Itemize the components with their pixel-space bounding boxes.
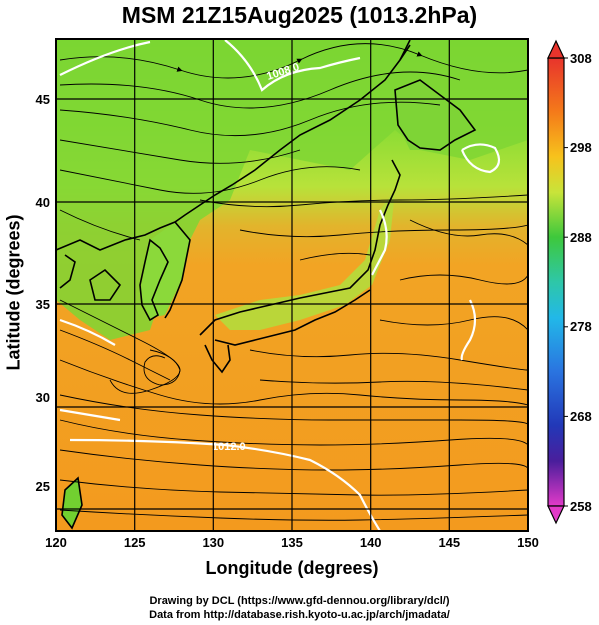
y-tick-labels: 25 30 35 40 45 — [36, 92, 50, 494]
colorbar: 308 298 288 278 268 258 — [547, 39, 592, 525]
x-tick-label: 135 — [281, 535, 303, 550]
y-tick-label: 35 — [36, 297, 50, 312]
land-hokkaido — [395, 80, 475, 150]
colorbar-label: 278 — [570, 319, 592, 334]
colorbar-label: 288 — [570, 230, 592, 245]
y-axis-label: Latitude (degrees) — [3, 214, 24, 371]
wind-streamlines — [59, 43, 528, 521]
credit-data: Data from http://database.rish.kyoto-u.a… — [149, 609, 450, 621]
isobars — [59, 39, 501, 531]
x-axis-label: Longitude (degrees) — [205, 558, 379, 578]
colorbar-bottom-arrow — [547, 505, 565, 525]
land-honshu — [215, 190, 395, 330]
x-tick-label: 130 — [202, 535, 224, 550]
colorbar-label: 308 — [570, 51, 592, 66]
plot-frame — [55, 38, 529, 532]
colorbar-label: 258 — [570, 499, 592, 514]
colorbar-top-arrow — [547, 39, 565, 59]
x-tick-label: 140 — [360, 535, 382, 550]
y-tick-label: 45 — [36, 92, 50, 107]
x-tick-label: 120 — [45, 535, 67, 550]
x-tick-label: 145 — [438, 535, 460, 550]
colorbar-label: 268 — [570, 409, 592, 424]
y-tick-label: 25 — [36, 479, 50, 494]
graticule — [56, 39, 528, 531]
colorbar-scale — [547, 57, 565, 507]
colorbar-label: 298 — [570, 140, 592, 155]
y-tick-label: 40 — [36, 195, 50, 210]
x-tick-labels: 120 125 130 135 140 145 150 — [45, 535, 539, 550]
x-tick-label: 125 — [124, 535, 146, 550]
credit-drawing: Drawing by DCL (https://www.gfd-dennou.o… — [149, 595, 450, 607]
x-tick-label: 150 — [517, 535, 539, 550]
map-title: MSM 21Z15Aug2025 (1013.2hPa) — [121, 2, 478, 28]
isobar-label-south: 1012.0 — [212, 441, 246, 453]
y-tick-label: 30 — [36, 390, 50, 405]
